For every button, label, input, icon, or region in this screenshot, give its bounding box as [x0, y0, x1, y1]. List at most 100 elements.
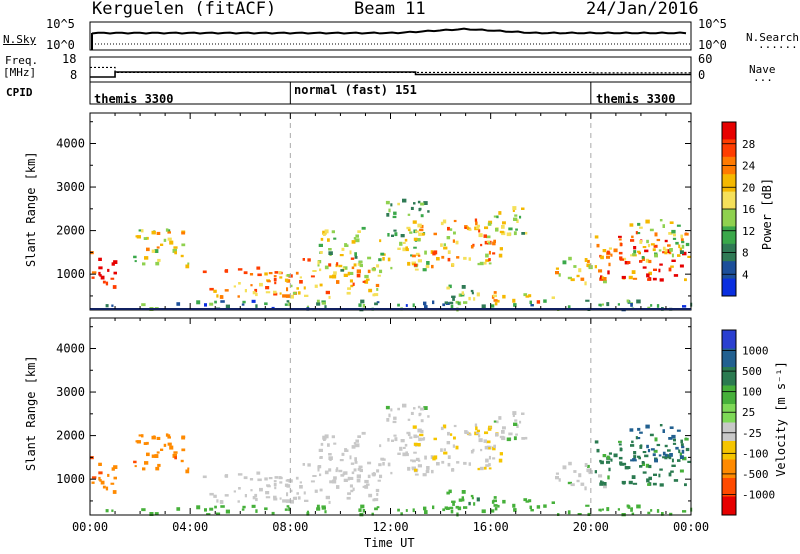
velocity-cell — [415, 457, 420, 461]
velocity-cell — [361, 431, 366, 435]
velocity-cell — [424, 455, 427, 460]
power-cell — [490, 304, 495, 308]
colorbar-swatch — [722, 261, 736, 280]
velocity-cell — [484, 431, 489, 435]
power-cell — [501, 231, 506, 236]
velocity-cell — [98, 471, 103, 475]
power-cell — [411, 261, 416, 264]
power-cell — [456, 256, 460, 259]
power-cell — [314, 284, 318, 288]
velocity-cell — [442, 508, 446, 512]
y-tick-label: 1000 — [56, 472, 85, 486]
power-colorbar-label: Power [dB] — [760, 177, 774, 251]
velocity-cell — [290, 489, 293, 493]
velocity-cell — [362, 485, 366, 488]
power-cell — [684, 278, 687, 282]
power-cell — [633, 250, 637, 254]
power-cell — [498, 253, 503, 258]
power-cell — [488, 262, 492, 265]
velocity-cell — [376, 469, 380, 473]
velocity-cell — [302, 463, 305, 466]
power-cell — [647, 244, 651, 248]
velocity-cell — [402, 403, 407, 408]
velocity-cell — [608, 452, 612, 455]
velocity-cell — [257, 478, 262, 482]
power-cell — [244, 289, 247, 293]
power-cell — [312, 270, 317, 272]
power-cell — [603, 277, 607, 281]
velocity-cell — [499, 435, 504, 439]
velocity-cell — [249, 478, 254, 481]
power-cell — [451, 263, 455, 266]
power-cell — [637, 222, 641, 226]
power-cell — [443, 243, 446, 247]
power-cell — [679, 247, 682, 251]
nave-dotted-line — [90, 66, 691, 74]
velocity-cell — [400, 512, 403, 516]
power-cell — [288, 302, 291, 307]
velocity-cell — [332, 479, 337, 484]
velocity-cell — [299, 481, 302, 484]
velocity-cell — [646, 444, 649, 449]
power-cell — [418, 208, 421, 212]
velocity-cell — [492, 446, 496, 451]
power-cell — [254, 288, 258, 293]
velocity-cell — [259, 487, 263, 492]
power-cell — [296, 287, 299, 290]
power-cell — [160, 243, 164, 246]
power-cell — [658, 268, 661, 273]
velocity-cell — [430, 455, 434, 459]
power-cell — [659, 219, 663, 222]
power-cell — [259, 282, 263, 287]
power-cell — [502, 294, 506, 299]
power-cell — [584, 281, 587, 286]
power-cell — [499, 247, 503, 251]
power-cell — [653, 244, 658, 248]
power-cell — [629, 223, 634, 227]
velocity-cell — [264, 507, 268, 511]
velocity-cell — [497, 504, 500, 508]
power-cell — [483, 261, 487, 265]
power-cell — [356, 269, 361, 274]
power-cell — [327, 238, 330, 242]
power-cell — [371, 267, 376, 271]
power-cell — [668, 250, 672, 255]
power-cell — [181, 243, 186, 247]
velocity-cell — [519, 420, 522, 424]
velocity-cell — [367, 461, 372, 465]
velocity-cell — [360, 504, 365, 509]
power-cell — [488, 242, 491, 245]
velocity-cell — [475, 432, 480, 435]
station-title: Kerguelen (fitACF) — [92, 0, 277, 19]
velocity-cell — [237, 500, 240, 503]
velocity-cell — [654, 458, 658, 463]
velocity-cell — [629, 428, 634, 432]
velocity-cell — [144, 461, 149, 465]
velocity-cell — [244, 494, 247, 498]
power-cell — [600, 255, 604, 260]
power-cell — [187, 262, 190, 265]
velocity-cell — [606, 455, 610, 460]
velocity-cell — [664, 444, 668, 448]
velocity-cell — [167, 434, 171, 439]
velocity-cell — [267, 485, 271, 488]
velocity-cell — [225, 509, 230, 514]
velocity-cell — [417, 443, 421, 447]
power-cell — [387, 233, 390, 237]
velocity-cell — [151, 454, 156, 458]
power-cell — [603, 280, 607, 284]
velocity-cell — [647, 511, 651, 515]
freq-panel-frame — [89, 56, 692, 83]
power-cell — [413, 237, 418, 241]
power-cell — [631, 235, 634, 239]
power-cell — [292, 292, 297, 295]
power-cell — [328, 295, 331, 299]
velocity-cell — [443, 448, 446, 452]
velocity-cell — [284, 508, 288, 511]
power-cell — [680, 238, 684, 241]
velocity-cell — [156, 436, 161, 440]
power-cell — [637, 250, 641, 253]
velocity-cell — [397, 407, 400, 411]
velocity-cell — [382, 462, 385, 466]
velocity-cell — [642, 471, 647, 474]
